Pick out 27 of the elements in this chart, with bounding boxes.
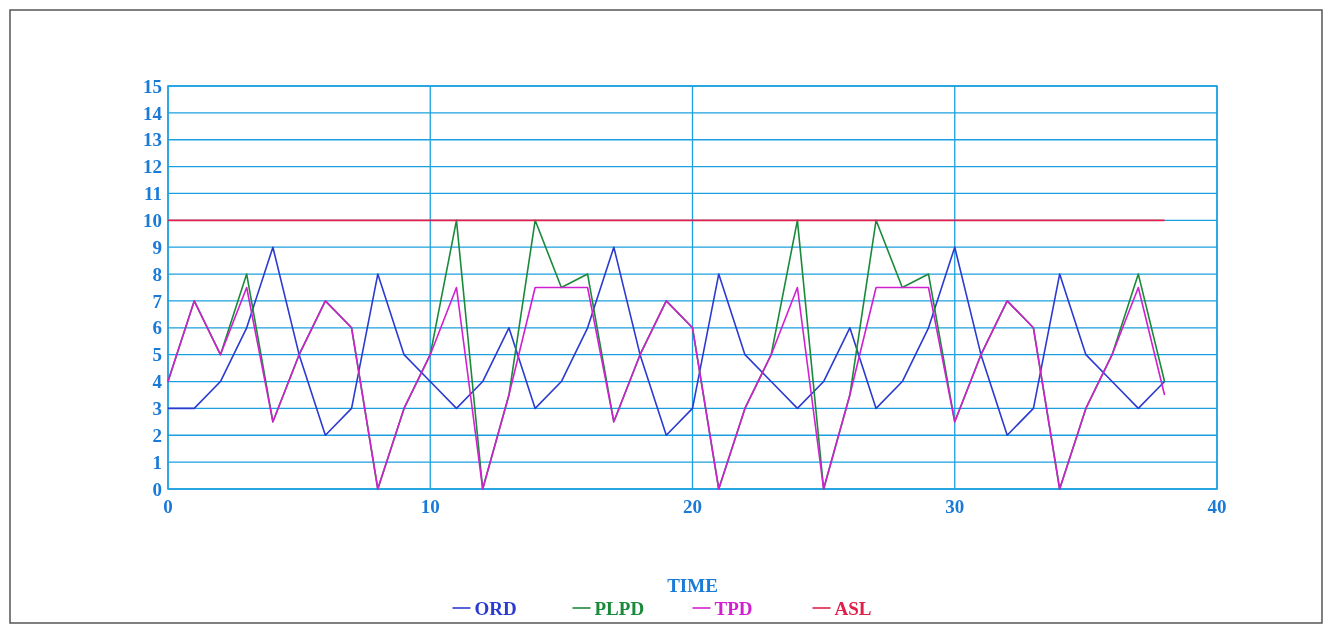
y-tick-label: 0 [152, 478, 162, 500]
x-tick-label: 30 [945, 496, 965, 517]
legend-label: PLPD [594, 597, 645, 619]
line-series [167, 246, 1166, 437]
legend-label: ORD [474, 597, 517, 619]
y-tick-label: 10 [143, 209, 162, 231]
y-tick-label: 4 [152, 371, 163, 393]
y-tick-label: 15 [143, 75, 162, 97]
y-tick-label: 1 [152, 451, 162, 473]
x-tick-label: 40 [1207, 496, 1227, 517]
y-tick-label: 2 [152, 424, 162, 446]
y-tick-label: 6 [152, 317, 162, 339]
y-tick-label: 7 [152, 290, 163, 312]
x-axis-title: TIME [667, 575, 718, 596]
y-tick-label: 11 [144, 183, 162, 205]
y-tick-label: 13 [143, 129, 162, 151]
y-tick-label: 14 [143, 102, 163, 124]
y-tick-label: 8 [152, 263, 162, 285]
y-tick-label: 5 [152, 344, 162, 366]
y-tick-label: 3 [152, 398, 162, 420]
x-tick-label: 20 [683, 496, 702, 517]
y-tick-label: 9 [152, 236, 162, 258]
legend-label: TPD [714, 597, 753, 619]
legend-label: ASL [834, 597, 872, 619]
y-tick-label: 12 [143, 156, 162, 178]
line-series [167, 286, 1166, 490]
x-tick-label: 10 [420, 496, 440, 517]
